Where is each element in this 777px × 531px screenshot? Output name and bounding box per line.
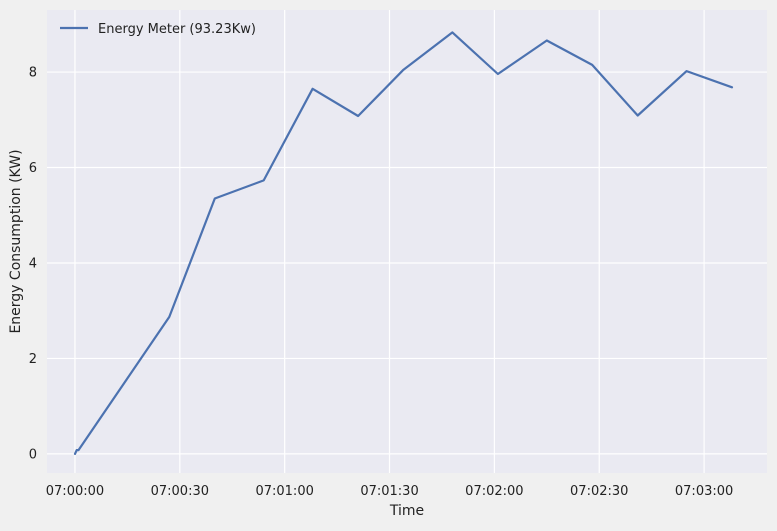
plot-area — [47, 10, 767, 473]
y-tick-label: 8 — [29, 66, 37, 81]
legend: Energy Meter (93.23Kw) — [60, 22, 256, 37]
x-tick-label: 07:00:00 — [46, 484, 104, 499]
series-line-0 — [73, 31, 734, 455]
x-tick-label: 07:01:00 — [255, 484, 313, 499]
x-axis-ticks: 07:00:00 07:00:30 07:01:00 07:01:30 07:02:00… — [46, 484, 734, 499]
gridlines — [47, 10, 767, 473]
y-axis-label: Energy Consumption (KW) — [8, 149, 24, 333]
y-tick-label: 4 — [29, 256, 37, 271]
x-tick-label: 07:03:00 — [675, 484, 733, 499]
y-axis-ticks: 0 2 4 6 8 — [29, 66, 37, 463]
y-tick-label: 6 — [29, 161, 37, 176]
y-tick-label: 2 — [29, 352, 37, 367]
x-tick-label: 07:02:00 — [465, 484, 523, 499]
y-tick-label: 0 — [29, 447, 37, 462]
series-layer — [73, 31, 734, 455]
legend-label: Energy Meter (93.23Kw) — [98, 22, 256, 37]
x-tick-label: 07:01:30 — [360, 484, 418, 499]
x-tick-label: 07:00:30 — [151, 484, 209, 499]
x-tick-label: 07:02:30 — [570, 484, 628, 499]
x-axis-label: Time — [389, 503, 424, 519]
